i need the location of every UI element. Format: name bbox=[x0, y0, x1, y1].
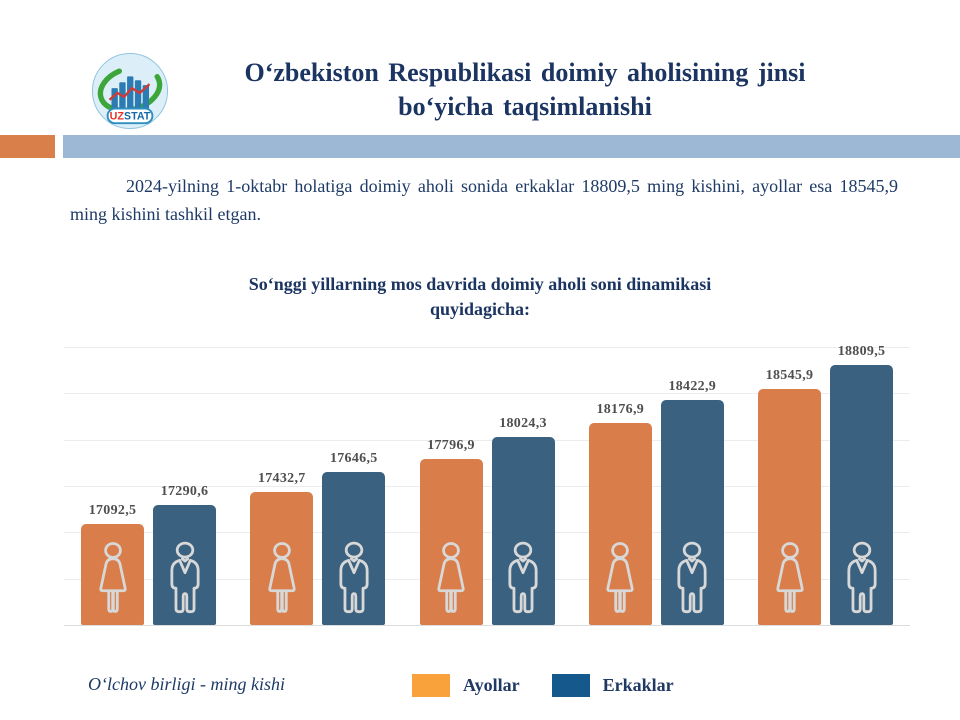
bar-group: 18176,9 18422,9 bbox=[588, 379, 724, 625]
page-title-line1: Oʻzbekiston Respublikasi doimiy aholisin… bbox=[244, 58, 806, 87]
bar-ayollar: 17796,9 bbox=[419, 438, 483, 625]
bar-value-label: 18545,9 bbox=[765, 368, 814, 384]
legend-label-erkaklar: Erkaklar bbox=[602, 675, 674, 695]
legend-swatch-ayollar bbox=[412, 674, 450, 697]
bar-ayollar: 18176,9 bbox=[588, 402, 652, 625]
chart-title-line2: quyidagicha: bbox=[429, 299, 531, 319]
woman-icon bbox=[767, 541, 813, 615]
bar-group: 17092,5 17290,6 bbox=[81, 484, 216, 625]
bar-ayollar: 17432,7 bbox=[250, 471, 314, 625]
page-title-line2: boʻyicha taqsimlanishi bbox=[398, 92, 652, 121]
bar-erkaklar: 18024,3 bbox=[491, 416, 555, 625]
bar-chart: 17092,5 17290,6 17432,7 17646,5 17796,9 18024… bbox=[64, 344, 910, 626]
page-title: Oʻzbekiston Respublikasi doimiy aholisin… bbox=[180, 56, 870, 124]
man-icon bbox=[500, 541, 546, 615]
svg-text:UZSTAT: UZSTAT bbox=[110, 111, 151, 123]
bar-ayollar: 18545,9 bbox=[758, 368, 821, 625]
bar-value-label: 18809,5 bbox=[837, 343, 886, 359]
bar-group: 17796,9 18024,3 bbox=[419, 416, 555, 625]
woman-icon bbox=[428, 541, 474, 615]
man-icon bbox=[331, 541, 377, 615]
gridline bbox=[64, 578, 910, 580]
bar-value-label: 17092,5 bbox=[88, 502, 137, 518]
chart-title-line1: Soʻnggi yillarning mos davrida doimiy ah… bbox=[248, 274, 712, 294]
bar-value-label: 18422,9 bbox=[668, 379, 717, 395]
uzstat-logo-icon: UZSTAT bbox=[91, 52, 169, 130]
bar-erkaklar: 17290,6 bbox=[153, 484, 216, 625]
man-icon bbox=[162, 541, 208, 615]
man-icon bbox=[839, 541, 885, 615]
accent-block bbox=[0, 135, 55, 158]
chart-title: Soʻnggi yillarning mos davrida doimiy ah… bbox=[80, 272, 880, 322]
gridline bbox=[64, 625, 910, 626]
bar-value-label: 17432,7 bbox=[257, 471, 306, 487]
woman-icon bbox=[259, 541, 305, 615]
chart-legend: Ayollar Erkaklar bbox=[412, 674, 674, 697]
gridline bbox=[64, 486, 910, 487]
woman-icon bbox=[597, 541, 643, 615]
logo-text-uz: UZ bbox=[110, 111, 125, 123]
gridline bbox=[64, 439, 910, 441]
bar-value-label: 17796,9 bbox=[427, 437, 475, 453]
gridline bbox=[64, 393, 910, 395]
bar-value-label: 17646,5 bbox=[329, 451, 378, 467]
woman-icon bbox=[90, 541, 136, 615]
gridline bbox=[64, 347, 910, 348]
bar-value-label: 17290,6 bbox=[160, 484, 209, 500]
intro-paragraph: 2024-yilning 1-oktabr holatiga doimiy ah… bbox=[70, 176, 898, 224]
bar-value-label: 18024,3 bbox=[499, 416, 547, 432]
bar-erkaklar: 17646,5 bbox=[322, 451, 386, 625]
legend-swatch-erkaklar bbox=[551, 674, 590, 697]
man-icon bbox=[669, 541, 715, 615]
bar-ayollar: 17092,5 bbox=[81, 503, 144, 625]
gridline bbox=[64, 532, 910, 534]
bar-group: 17432,7 17646,5 bbox=[250, 451, 386, 625]
unit-footnote: Oʻlchov birligi - ming kishi bbox=[88, 674, 285, 694]
bar-group: 18545,9 18809,5 bbox=[758, 344, 893, 625]
header-band bbox=[63, 135, 960, 158]
bar-erkaklar: 18809,5 bbox=[830, 344, 893, 625]
legend-label-ayollar: Ayollar bbox=[463, 675, 520, 695]
bar-value-label: 18176,9 bbox=[596, 402, 645, 418]
bar-erkaklar: 18422,9 bbox=[660, 379, 724, 625]
uzstat-logo: UZSTAT bbox=[91, 52, 169, 130]
logo-text-stat: STAT bbox=[124, 111, 151, 123]
chart-bars: 17092,5 17290,6 17432,7 17646,5 17796,9 18024… bbox=[64, 344, 910, 625]
